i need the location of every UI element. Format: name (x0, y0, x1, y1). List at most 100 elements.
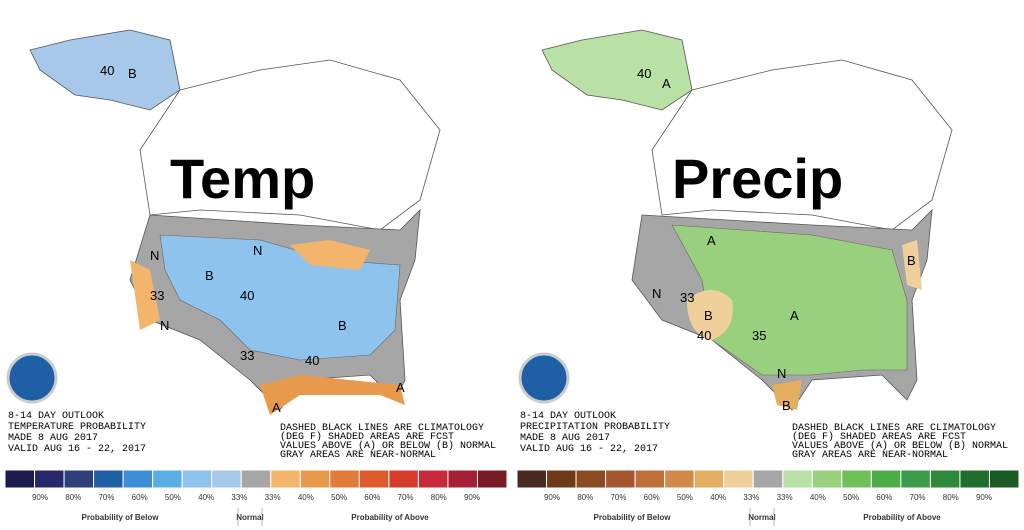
legend-swatch (299, 469, 331, 489)
map-label: B (128, 66, 137, 81)
map-label: 33 (150, 288, 164, 303)
legend-swatch (782, 469, 813, 489)
legend-caption: Probability of Above (863, 513, 941, 522)
below-east (902, 240, 922, 290)
legend-swatch (605, 469, 636, 489)
legend-caption: Probability of Below (82, 513, 160, 522)
above-south (260, 375, 405, 415)
alaska (541, 29, 693, 111)
legend-swatch (841, 469, 872, 489)
legend-swatch (63, 469, 95, 489)
map-label: N (160, 318, 169, 333)
legend-label: 40% (298, 493, 314, 502)
outlook-line: MADE 8 AUG 2017 (8, 433, 98, 444)
legend-swatch (417, 469, 449, 489)
legend-label: 50% (331, 493, 347, 502)
map-label: A (662, 76, 671, 91)
map-label: B (907, 253, 916, 268)
note-line: (DEG F) SHADED AREAS ARE FCST (280, 431, 454, 443)
legend-label: 80% (943, 493, 959, 502)
map-label: N (777, 366, 786, 381)
note-line: (DEG F) SHADED AREAS ARE FCST (792, 431, 966, 443)
legend-swatch (447, 469, 478, 489)
legend-label: 90% (976, 493, 992, 502)
map-label: 40 (305, 353, 319, 368)
legend-swatch (900, 469, 931, 489)
note-line: DASHED BLACK LINES ARE CLIMATOLOGY (280, 423, 484, 434)
map-label: 40 (697, 328, 711, 343)
map-label: 33 (240, 348, 254, 363)
legend-swatch (546, 469, 577, 489)
outlook-line: TEMPERATURE PROBABILITY (8, 422, 146, 433)
note-line: GRAY AREAS ARE NEAR-NORMAL (792, 450, 948, 461)
legend-swatch (329, 469, 360, 489)
legend-swatch (270, 469, 301, 489)
map-label: 35 (752, 328, 766, 343)
map-label: B (338, 318, 347, 333)
legend-swatch (152, 469, 183, 489)
legend-swatch (811, 469, 843, 489)
legend-swatch (476, 469, 508, 489)
precip-panel: A 40 A B A N N B B 33 35 40 Precip 8-14 … (512, 0, 1024, 530)
legend-label: 40% (710, 493, 726, 502)
legend-label: 33% (743, 493, 759, 502)
legend-swatch (575, 469, 607, 489)
legend-label: 90% (32, 493, 48, 502)
above-north (290, 240, 370, 270)
legend-label: 90% (544, 493, 560, 502)
canada (651, 59, 953, 231)
note-line: VALUES ABOVE (A) OR BELOW (B) NORMAL (792, 440, 1008, 452)
legend-caption: Probability of Below (594, 513, 672, 522)
map-label: N (253, 243, 262, 258)
legend-label: 70% (398, 493, 414, 502)
legend-label: 40% (198, 493, 214, 502)
legend-swatch (516, 469, 548, 489)
legend-swatch (211, 469, 242, 489)
note-line: GRAY AREAS ARE NEAR-NORMAL (280, 450, 436, 461)
outlook-line: VALID AUG 16 - 22, 2017 (520, 444, 658, 455)
legend-caption: Normal (236, 513, 264, 522)
map-label: B (205, 268, 214, 283)
overlay-title: Precip (672, 147, 843, 210)
legend-swatch (929, 469, 961, 489)
outlook-line: MADE 8 AUG 2017 (520, 433, 610, 444)
legend-label: 33% (265, 493, 281, 502)
map-label: 40 (240, 288, 254, 303)
map-label: N (652, 286, 661, 301)
legend-swatch (664, 469, 695, 489)
above-west (130, 260, 160, 330)
legend-swatch (34, 469, 65, 489)
legend-swatch (634, 469, 666, 489)
outlook-line: 8-14 DAY OUTLOOK (8, 411, 104, 422)
legend-label: 70% (610, 493, 626, 502)
legend-swatch (870, 469, 902, 489)
legend-swatch (988, 469, 1020, 489)
map-label: 33 (680, 290, 694, 305)
canada (139, 59, 441, 231)
legend-label: 60% (644, 493, 660, 502)
temp-panel: B 40 B B N N N 40 33 A A 33 40 Temp 8-14… (4, 29, 508, 526)
map-label: N (150, 248, 159, 263)
noaa-logo (518, 352, 570, 404)
legend-label: 80% (65, 493, 81, 502)
map-label: A (707, 233, 716, 248)
legend-label: 80% (577, 493, 593, 502)
outlook-line: VALID AUG 16 - 22, 2017 (8, 444, 146, 455)
legend-swatch (358, 469, 390, 489)
legend-label: 60% (364, 493, 380, 502)
noaa-logo (6, 352, 58, 404)
legend-label: 50% (165, 493, 181, 502)
map-label: 40 (637, 66, 651, 81)
map-label: B (704, 308, 713, 323)
legend-caption: Normal (748, 513, 776, 522)
note-line: DASHED BLACK LINES ARE CLIMATOLOGY (792, 423, 996, 434)
legend-swatch (959, 469, 990, 489)
below-west (687, 290, 733, 340)
overlay-title: Temp (170, 147, 315, 210)
legend-swatch (693, 469, 725, 489)
legend-swatch (723, 469, 754, 489)
legend-swatch (4, 469, 36, 489)
legend-label: 40% (810, 493, 826, 502)
legend-label: 33% (231, 493, 247, 502)
